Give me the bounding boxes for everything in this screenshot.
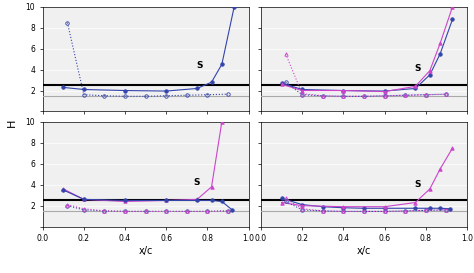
X-axis label: x/c: x/c — [357, 246, 371, 256]
Text: S: S — [193, 178, 200, 187]
Text: S: S — [196, 61, 202, 70]
Text: H: H — [7, 119, 17, 127]
Text: S: S — [414, 64, 421, 73]
X-axis label: x/c: x/c — [138, 246, 153, 256]
Text: S: S — [414, 180, 421, 189]
